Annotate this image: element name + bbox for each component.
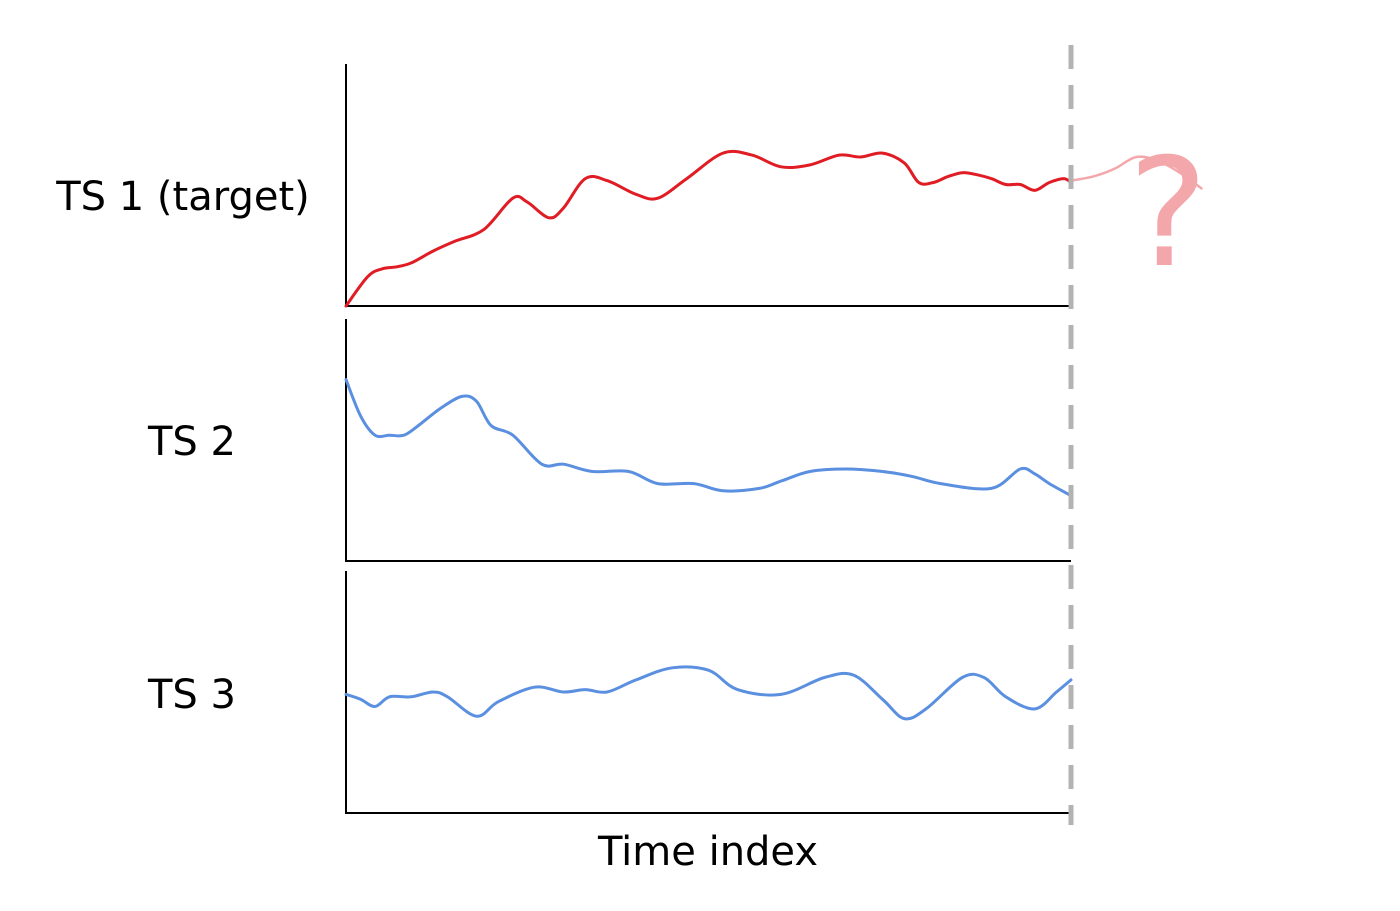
series-line-ts1-forecast bbox=[1069, 155, 1203, 190]
x-axis-label: Time index bbox=[597, 829, 818, 875]
panel-label-ts2: TS 2 bbox=[147, 419, 236, 465]
panel-label-ts3: TS 3 bbox=[147, 672, 236, 718]
series-line-ts2-covariate bbox=[344, 378, 1073, 498]
series-group-ts1 bbox=[344, 149, 1203, 308]
panel-ts1: TS 1 (target) bbox=[55, 64, 1203, 308]
series-group-ts2 bbox=[344, 378, 1073, 498]
series-line-ts3-covariate bbox=[344, 665, 1073, 721]
series-group-ts3 bbox=[344, 665, 1073, 721]
panel-ts3: TS 3 bbox=[147, 571, 1073, 814]
panel-label-ts1: TS 1 (target) bbox=[55, 174, 310, 220]
series-line-ts1-observed bbox=[344, 149, 1073, 308]
panel-ts2: TS 2 bbox=[147, 319, 1073, 562]
unknown-future-question-mark: ? bbox=[1128, 127, 1208, 301]
